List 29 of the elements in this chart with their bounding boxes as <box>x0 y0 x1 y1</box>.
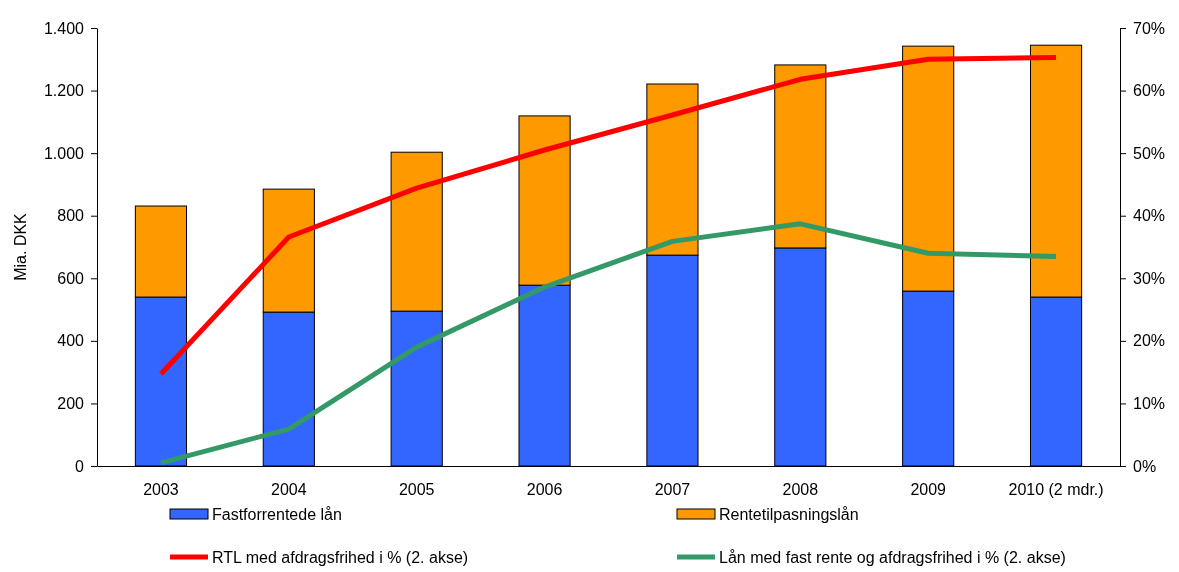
x-tick-label: 2009 <box>910 480 947 498</box>
y-tick-label: 1.200 <box>43 82 85 100</box>
y2-tick-label: 10% <box>1133 395 1166 413</box>
y-tick-label: 200 <box>57 395 85 413</box>
y2-tick-label: 40% <box>1133 207 1166 225</box>
y2-tick-label: 30% <box>1133 269 1166 287</box>
y-tick-label: 400 <box>57 332 85 350</box>
y2-tick-label: 70% <box>1133 19 1166 37</box>
x-tick-label: 2006 <box>526 480 563 498</box>
legend-label: Rentetilpasningslån <box>719 506 859 523</box>
legend-label: Fastforrentede lån <box>212 506 342 523</box>
x-tick-label: 2003 <box>143 480 179 498</box>
x-tick-label: 2008 <box>782 480 819 498</box>
y-axis-title: Mia. DKK <box>12 212 29 281</box>
y-tick-label: 800 <box>57 207 85 225</box>
y2-tick-label: 50% <box>1133 144 1166 162</box>
y-tick-label: 0 <box>75 457 85 475</box>
x-tick-label: 2007 <box>654 480 691 498</box>
y-tick-label: 1.000 <box>43 144 85 162</box>
legend-label: Lån med fast rente og afdragsfrihed i % (2. akse) <box>719 549 1066 566</box>
y2-tick-label: 20% <box>1133 332 1166 350</box>
y-tick-label: 1.400 <box>43 19 85 37</box>
x-tick-label: 2010 (2 mdr.) <box>1008 480 1104 498</box>
y2-tick-label: 0% <box>1133 457 1157 475</box>
y-tick-label: 600 <box>57 269 85 287</box>
y2-tick-label: 60% <box>1133 82 1166 100</box>
x-tick-label: 2005 <box>398 480 435 498</box>
x-tick-label: 2004 <box>271 480 307 498</box>
legend-label: RTL med afdragsfrihed i % (2. akse) <box>212 549 469 566</box>
